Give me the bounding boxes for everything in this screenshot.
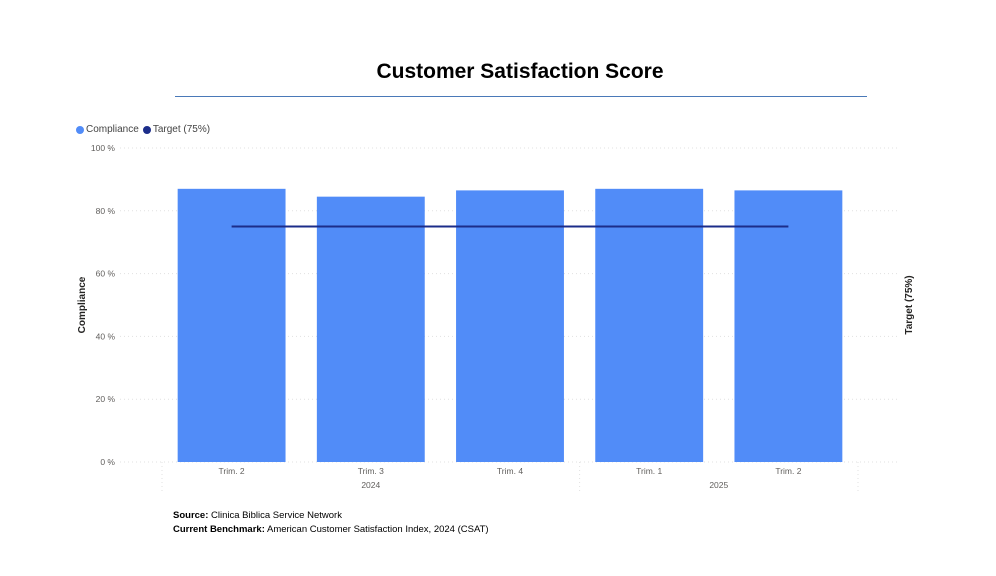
x-tick-label: Trim. 3 — [358, 466, 384, 476]
y-tick-label: 40 % — [96, 331, 116, 341]
benchmark-note: Current Benchmark: American Customer Sat… — [173, 524, 489, 535]
y-tick-label: 80 % — [96, 206, 116, 216]
legend-label-compliance: Compliance — [86, 124, 139, 135]
x-tick-label: Trim. 2 — [775, 466, 801, 476]
y-axis-title: Compliance — [77, 276, 88, 333]
source-text: Clinica Biblica Service Network — [211, 510, 342, 521]
bar — [177, 188, 286, 462]
x-group-label: 2024 — [361, 480, 380, 490]
benchmark-label: Current Benchmark: — [173, 524, 265, 535]
legend-item-compliance[interactable]: Compliance — [76, 124, 139, 135]
y-tick-label: 100 % — [91, 143, 116, 153]
chart-legend[interactable]: Compliance Target (75%) — [76, 124, 214, 135]
legend-item-target[interactable]: Target (75%) — [142, 124, 211, 135]
x-tick-label: Trim. 4 — [497, 466, 523, 476]
source-label: Source: — [173, 510, 209, 521]
y-tick-label: 60 % — [96, 269, 116, 279]
chart-title: Customer Satisfaction Score — [376, 60, 664, 83]
legend-swatch-target — [142, 125, 151, 134]
bar — [456, 190, 564, 462]
legend-label-target: Target (75%) — [152, 124, 211, 135]
bar — [316, 196, 425, 463]
title-underline — [175, 96, 867, 97]
bar — [734, 190, 843, 462]
x-tick-label: Trim. 2 — [219, 466, 245, 476]
y-tick-label: 0 % — [100, 457, 115, 467]
source-note: Source: Clinica Biblica Service Network — [173, 510, 342, 521]
benchmark-text: American Customer Satisfaction Index, 20… — [266, 524, 489, 535]
x-group-label: 2025 — [709, 480, 728, 490]
legend-swatch-compliance — [76, 125, 84, 134]
y-tick-label: 20 % — [96, 394, 116, 404]
x-tick-label: Trim. 1 — [636, 466, 662, 476]
y2-axis-title: Target (75%) — [904, 275, 915, 334]
bar — [595, 188, 704, 462]
